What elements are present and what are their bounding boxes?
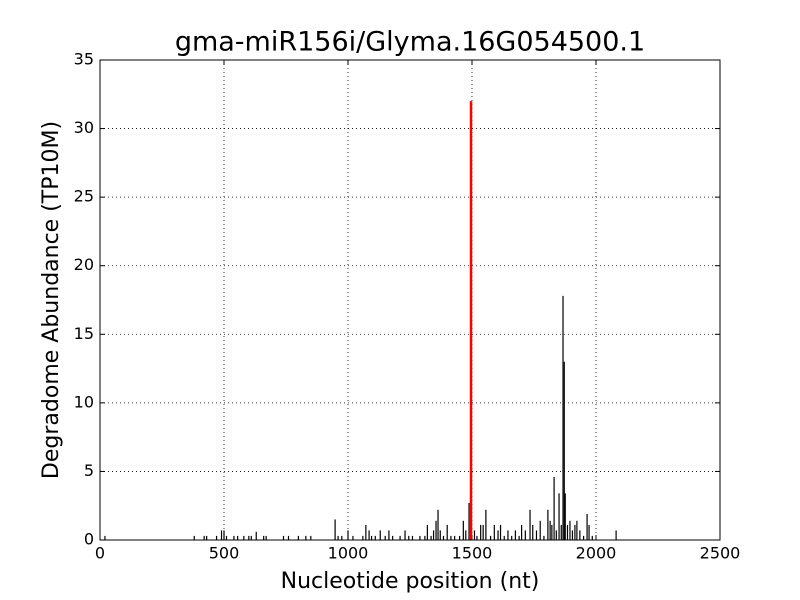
x-axis-label: Nucleotide position (nt): [281, 569, 540, 594]
y-tick-label: 25: [74, 187, 94, 206]
x-tick-label: 2500: [700, 544, 741, 563]
y-tick-label: 35: [74, 50, 94, 69]
plot-frame: [99, 59, 721, 541]
x-tick-label: 1000: [328, 544, 369, 563]
y-tick-label: 0: [84, 530, 94, 549]
y-tick-label: 10: [74, 392, 94, 411]
x-tick-label: 1500: [452, 544, 493, 563]
x-tick-label: 0: [95, 544, 105, 563]
y-tick-label: 30: [74, 118, 94, 137]
y-tick-label: 15: [74, 324, 94, 343]
y-axis-label: Degradome Abundance (TP10M): [39, 121, 64, 479]
x-tick-label: 500: [209, 544, 240, 563]
x-tick-label: 2000: [576, 544, 617, 563]
y-tick-label: 20: [74, 255, 94, 274]
chart-title: gma-miR156i/Glyma.16G054500.1: [175, 27, 645, 58]
y-tick-label: 5: [84, 461, 94, 480]
